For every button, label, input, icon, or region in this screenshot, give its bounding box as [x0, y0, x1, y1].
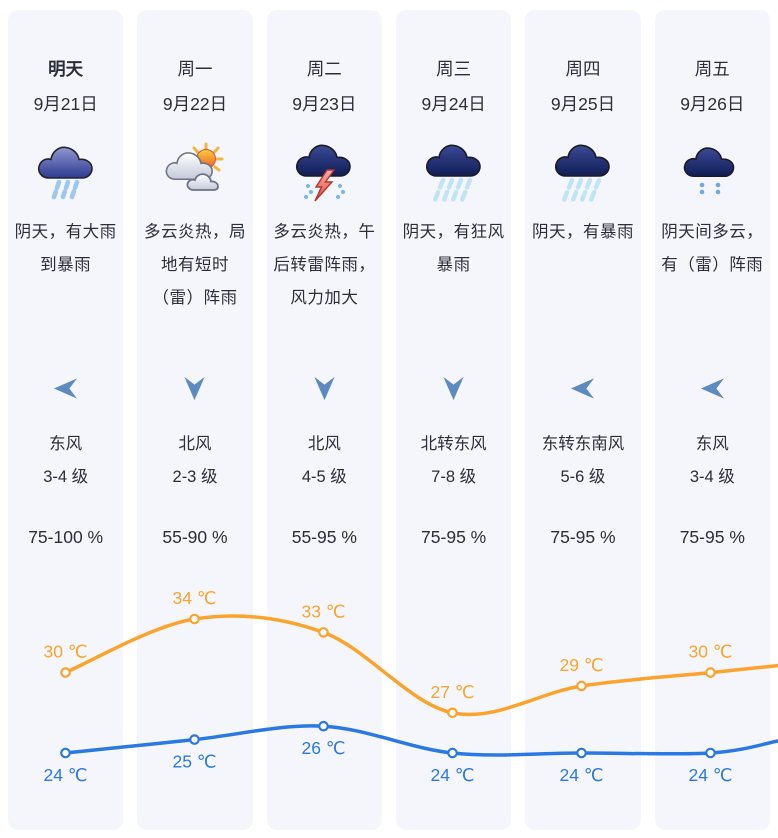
wind-direction: 北风 [178, 435, 212, 453]
wind-direction-left-arrow-icon [655, 372, 770, 404]
humidity-range: 75-95 % [679, 527, 745, 547]
humidity-range: 55-90 % [162, 527, 228, 547]
forecast-card-day2[interactable]: 周一 9月22日 多云炎热，局地有短时（雷）阵雨 北风 2-3 级 55-90 … [137, 10, 253, 830]
day-date: 9月22日 [162, 94, 228, 114]
wind-level: 4-5 级 [301, 468, 347, 486]
day-label: 周四 [565, 59, 601, 79]
wind-level: 5-6 级 [560, 468, 606, 486]
wind-direction: 东风 [695, 435, 729, 453]
wind-direction-down-arrow-icon [137, 372, 252, 404]
storm-rain-icon [396, 136, 511, 206]
wind-direction-down-arrow-icon [396, 372, 511, 404]
wind-level: 3-4 级 [43, 468, 89, 486]
weather-description: 阴天，有大雨到暴雨 [14, 223, 117, 274]
day-label: 周五 [694, 59, 730, 79]
day-label: 明天 [48, 59, 84, 79]
storm-rain-icon [525, 136, 640, 206]
wind-level: 7-8 级 [431, 468, 477, 486]
forecast-card-day4[interactable]: 周三 9月24日 阴天，有狂风暴雨 北转东风 7-8 级 75-95 % [395, 10, 512, 830]
humidity-range: 55-95 % [291, 527, 357, 547]
day-date: 9月24日 [421, 94, 486, 114]
day-date: 9月26日 [680, 94, 745, 114]
forecast-card-row: 明天 9月21日 阴天，有大雨到暴雨 东风 3-4 级 75-100 % 周一 … [8, 10, 770, 830]
forecast-card-day3[interactable]: 周二 9月23日 多云炎热，午后转雷阵雨，风力加大 北风 4-5 级 55-95… [266, 10, 382, 830]
wind-direction-left-arrow-icon [525, 372, 640, 404]
day-label: 周二 [306, 59, 342, 79]
wind-direction: 北风 [307, 435, 341, 453]
forecast-card-day1[interactable]: 明天 9月21日 阴天，有大雨到暴雨 东风 3-4 级 75-100 % [8, 10, 124, 830]
weather-description: 多云炎热，午后转雷阵雨，风力加大 [273, 223, 376, 307]
wind-direction-left-arrow-icon [8, 372, 123, 404]
wind-direction: 北转东风 [420, 435, 487, 453]
humidity-range: 75-95 % [421, 527, 487, 547]
weather-description: 阴天，有暴雨 [531, 223, 634, 241]
thunderstorm-icon [267, 136, 382, 206]
partly-cloudy-icon [137, 136, 252, 206]
day-label: 周三 [436, 59, 472, 79]
humidity-range: 75-95 % [550, 527, 616, 547]
wind-direction: 东转东南风 [541, 435, 625, 453]
day-date: 9月23日 [292, 94, 357, 114]
forecast-card-day5[interactable]: 周四 9月25日 阴天，有暴雨 东转东南风 5-6 级 75-95 % [525, 10, 641, 830]
wind-level: 3-4 级 [689, 468, 735, 486]
weather-description: 多云炎热，局地有短时（雷）阵雨 [143, 223, 246, 307]
wind-direction: 东风 [49, 435, 83, 453]
wind-level: 2-3 级 [172, 468, 218, 486]
day-label: 周一 [177, 59, 213, 79]
weather-description: 阴天间多云，有（雷）阵雨 [661, 223, 764, 274]
day-date: 9月25日 [550, 94, 616, 114]
wind-direction-down-arrow-icon [267, 372, 382, 404]
forecast-card-day6[interactable]: 周五 9月26日 阴天间多云，有（雷）阵雨 东风 3-4 级 75-95 % [654, 10, 770, 830]
humidity-range: 75-100 % [28, 527, 104, 547]
heavy-rain-icon [8, 136, 123, 206]
light-rain-icon [655, 136, 770, 206]
weather-description: 阴天，有狂风暴雨 [402, 223, 505, 274]
day-date: 9月21日 [33, 94, 98, 114]
